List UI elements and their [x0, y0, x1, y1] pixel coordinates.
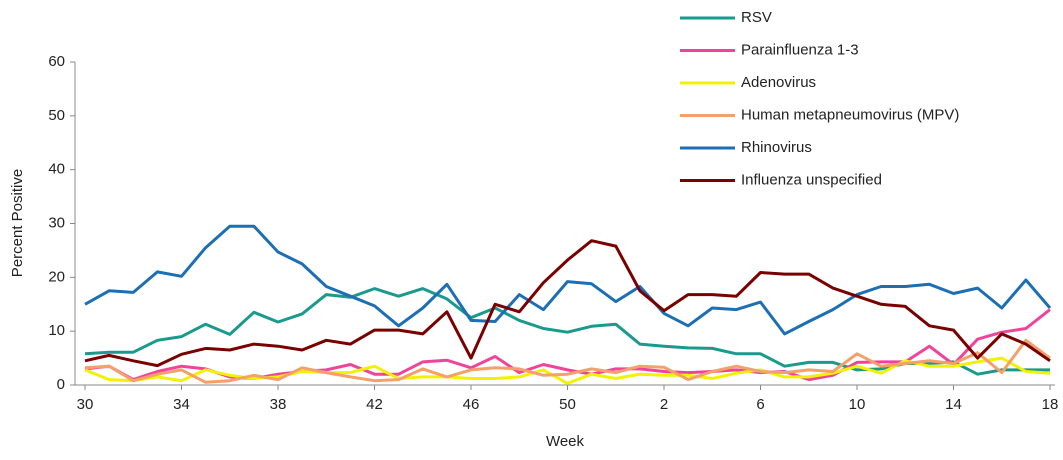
x-tick-label: 2: [660, 396, 668, 413]
x-tick-label: 42: [366, 396, 383, 413]
series-line: [84, 338, 1051, 384]
x-tick-label: 14: [945, 396, 962, 413]
x-tick-label: 50: [559, 396, 576, 413]
x-tick-label: 30: [77, 396, 94, 413]
y-tick-label: 60: [48, 53, 65, 70]
series-line: [84, 224, 1052, 336]
legend-label: Parainfluenza 1-3: [741, 41, 859, 58]
y-tick-label: 20: [48, 268, 65, 285]
x-tick-label: 46: [463, 396, 480, 413]
y-tick-label: 30: [48, 214, 65, 231]
y-tick-label: 0: [57, 376, 65, 393]
x-tick-label: 18: [1042, 396, 1059, 413]
x-tick-label: 6: [756, 396, 764, 413]
legend-label: Influenza unspecified: [741, 171, 882, 188]
legend-label: Human metapneumovirus (MPV): [741, 106, 959, 123]
x-tick-label: 34: [173, 396, 190, 413]
x-axis-title: Week: [546, 433, 585, 450]
x-tick-label: 10: [849, 396, 866, 413]
y-tick-label: 10: [48, 322, 65, 339]
legend-label: RSV: [741, 9, 772, 26]
series-line: [84, 239, 1051, 368]
y-tick-label: 40: [48, 161, 65, 178]
series-line: [84, 308, 1051, 382]
y-tick-label: 50: [48, 107, 65, 124]
y-axis-title: Percent Positive: [9, 169, 26, 277]
legend-label: Rhinovirus: [741, 139, 812, 156]
legend-label: Adenovirus: [741, 74, 816, 91]
x-tick-label: 38: [270, 396, 287, 413]
series-line: [84, 287, 1050, 376]
